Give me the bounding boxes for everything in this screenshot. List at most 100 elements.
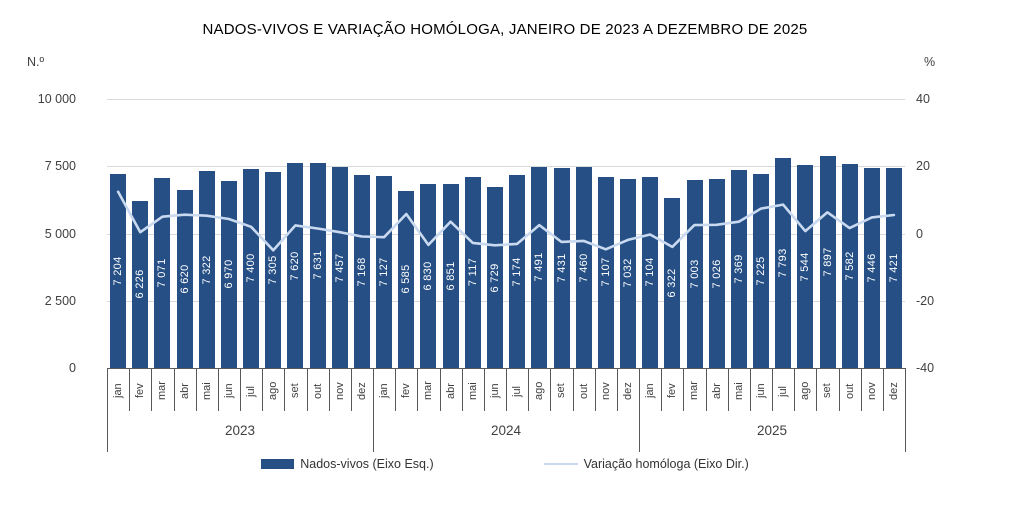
month-tick-label: mai: [200, 382, 213, 400]
month-tick: [417, 368, 419, 411]
month-tick-label: jul: [777, 385, 790, 397]
chart-title: NADOS-VIVOS E VARIAÇÃO HOMÓLOGA, JANEIRO…: [202, 21, 808, 38]
month-tick: [705, 368, 707, 411]
right-axis-tick: -20: [916, 293, 935, 308]
year-group-label: 2024: [490, 423, 522, 438]
bar: 7 457: [331, 167, 348, 368]
month-tick-label: out: [843, 383, 856, 399]
month-tick: [860, 368, 862, 411]
bar-slot: 7 026: [706, 99, 728, 368]
month-tick: [683, 368, 685, 411]
legend-swatch-line: [543, 462, 578, 466]
bar: 7 117: [464, 176, 481, 368]
bar: 7 631: [309, 162, 326, 368]
variation-line: [116, 190, 896, 252]
bar-slot: 7 897: [817, 99, 839, 368]
month-tick: [328, 368, 330, 411]
year-separator: [905, 368, 906, 452]
left-axis-tick: 7 500: [44, 159, 76, 174]
month-tick: [550, 368, 552, 411]
bar: 7 032: [620, 178, 637, 368]
bar-series: 7 204 6 226 7 071 6 620 7 322 6 970 7 400 7 305…: [107, 99, 905, 368]
month-tick: [306, 368, 308, 411]
month-tick-label: set: [289, 383, 302, 399]
legend: Nados-vivos (Eixo Esq.) Variação homólog…: [0, 457, 1010, 471]
month-tick: [350, 368, 352, 411]
bar: 7 544: [797, 165, 814, 368]
month-tick-label: dez: [355, 382, 368, 400]
bar-slot: 7 168: [351, 99, 373, 368]
month-tick-label: ago: [267, 381, 280, 401]
month-tick: [528, 368, 530, 411]
month-tick-label: abr: [710, 383, 723, 399]
month-tick-label: jun: [488, 383, 501, 399]
bar-slot: 6 226: [129, 99, 151, 368]
month-tick: [240, 368, 241, 411]
plot-area: 7 204 6 226 7 071 6 620 7 322 6 970 7 400 7 305…: [107, 99, 905, 368]
month-tick-label: mai: [732, 382, 745, 400]
bar: 7 107: [597, 176, 614, 368]
bar-slot: 7 421: [883, 99, 905, 368]
right-axis-unit: %: [924, 55, 936, 69]
bar: 6 830: [420, 184, 437, 368]
bar: 7 460: [575, 167, 592, 368]
bar: 7 322: [198, 171, 215, 368]
right-axis-tick: 40: [916, 92, 930, 106]
bar: 7 225: [753, 173, 770, 368]
right-axis-tick: -40: [916, 361, 935, 375]
bar-slot: 7 071: [151, 99, 173, 368]
month-tick: [217, 368, 219, 411]
left-axis-tick: 2 500: [44, 293, 76, 308]
month-tick-label: dez: [621, 382, 634, 400]
legend-item-bars: Nados-vivos (Eixo Esq.): [261, 457, 434, 471]
month-tick-label: jan: [644, 383, 657, 399]
month-tick: [506, 368, 507, 411]
bar: 7 204: [110, 174, 127, 368]
bar-slot: 7 174: [506, 99, 528, 368]
legend-item-line: Variação homóloga (Eixo Dir.): [543, 457, 749, 471]
bar: 6 620: [176, 189, 193, 368]
bar-slot: 6 729: [484, 99, 506, 368]
month-tick: [151, 368, 153, 411]
year-separator: [639, 368, 640, 452]
month-tick: [616, 368, 618, 411]
bar-slot: 7 582: [839, 99, 861, 368]
month-tick-label: jan: [378, 383, 391, 399]
gridline: [107, 300, 905, 302]
bar: 7 582: [841, 164, 858, 368]
month-tick: [794, 368, 796, 411]
bar-slot: 6 970: [218, 99, 240, 368]
legend-label-bars: Nados-vivos (Eixo Esq.): [300, 457, 434, 471]
month-tick-label: ago: [533, 381, 546, 401]
bar-slot: 7 204: [107, 99, 129, 368]
bar: 7 421: [886, 168, 903, 368]
right-axis-tick: 0: [916, 226, 923, 241]
bar: 7 400: [243, 168, 260, 368]
month-tick: [439, 368, 441, 411]
bar-slot: 6 830: [417, 99, 439, 368]
month-tick: [816, 368, 818, 411]
bar-slot: 7 305: [262, 99, 284, 368]
bar: 7 026: [708, 179, 725, 368]
left-axis-tick: 0: [69, 361, 76, 375]
bar-slot: 7 431: [550, 99, 572, 368]
left-axis-unit: N.º: [27, 55, 45, 69]
bar-slot: 7 104: [639, 99, 661, 368]
year-separator: [107, 368, 108, 452]
month-tick: [195, 368, 197, 411]
month-tick-label: nov: [865, 382, 878, 400]
month-tick-label: out: [311, 383, 324, 399]
month-tick-label: abr: [444, 383, 457, 399]
month-tick: [395, 368, 397, 411]
month-tick-label: fev: [400, 383, 413, 399]
bar-slot: 7 032: [617, 99, 639, 368]
bar-slot: 7 620: [284, 99, 306, 368]
bar-slot: 7 127: [373, 99, 395, 368]
bar-slot: 6 620: [174, 99, 196, 368]
month-tick-label: dez: [887, 382, 900, 400]
bar: 6 729: [487, 187, 503, 368]
category-axis: jan fev mar abr mai jun jul ago set out nov dez jan f…: [107, 368, 906, 452]
month-tick-label: set: [821, 383, 834, 399]
month-tick: [262, 368, 264, 411]
month-tick-label: abr: [178, 383, 191, 399]
